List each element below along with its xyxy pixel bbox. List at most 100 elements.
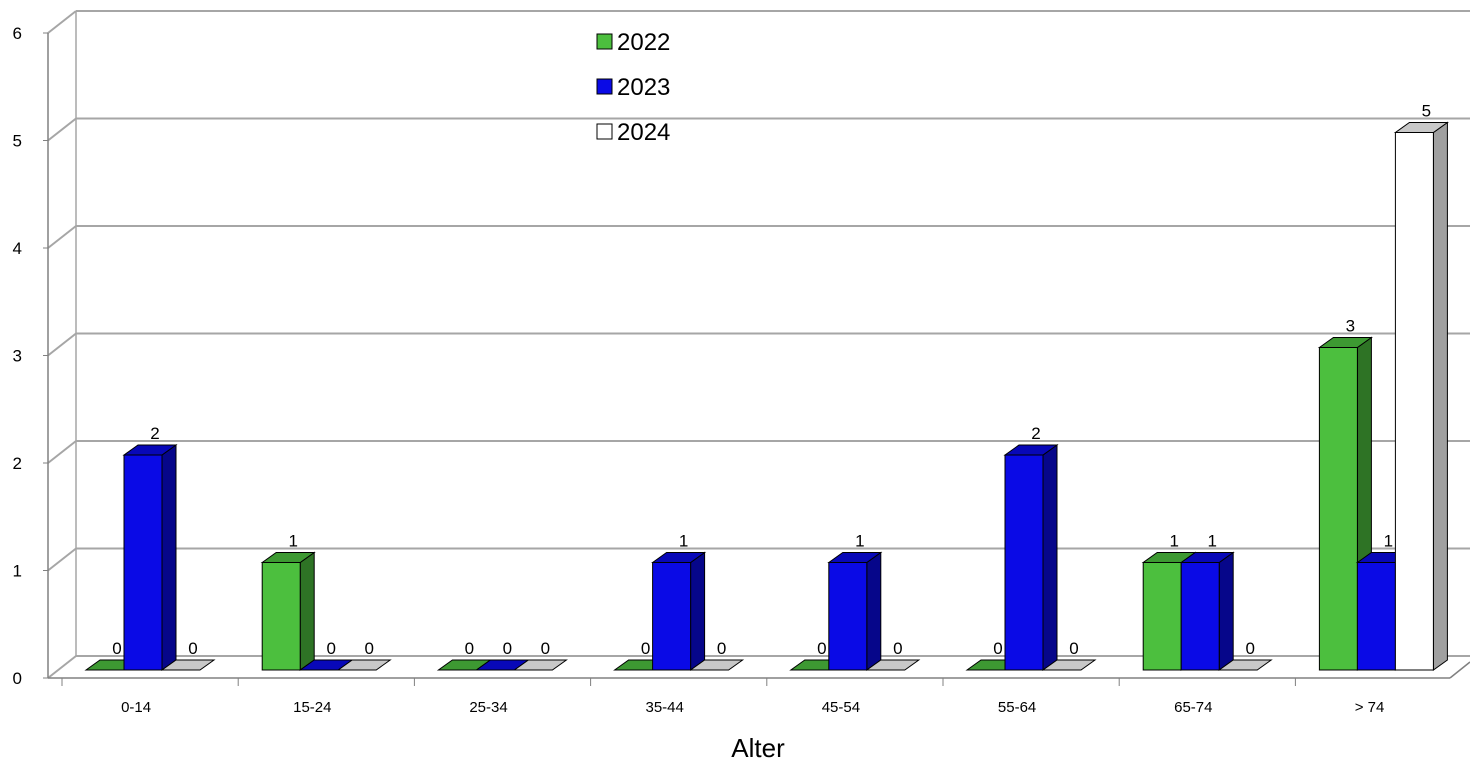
y-tick-label-0: 0 bbox=[13, 669, 22, 688]
data-label-2022-1: 1 bbox=[288, 532, 297, 551]
bar-2023-0 bbox=[122, 444, 178, 671]
x-tick-label-6: 65-74 bbox=[1174, 699, 1212, 716]
bar-front bbox=[1356, 562, 1396, 671]
data-label-2023-4: 1 bbox=[855, 532, 864, 551]
bar-front bbox=[1180, 562, 1220, 671]
bar-front bbox=[828, 562, 868, 671]
bar-2024-4 bbox=[865, 659, 921, 671]
gridlines bbox=[47, 10, 1470, 679]
y-tick-label-3: 3 bbox=[13, 347, 22, 366]
x-axis-corner bbox=[1449, 661, 1470, 679]
bar-front bbox=[1318, 347, 1358, 671]
y-tick-label-4: 4 bbox=[13, 239, 22, 258]
bars bbox=[84, 121, 1449, 671]
legend-swatch-2023 bbox=[596, 78, 613, 95]
bar-top bbox=[689, 659, 745, 671]
bar-2024-2 bbox=[512, 659, 568, 671]
data-label-2023-1: 0 bbox=[326, 639, 335, 658]
bar-top bbox=[865, 659, 921, 671]
legend: 2022 2023 2024 bbox=[596, 29, 670, 146]
bar-2022-7 bbox=[1317, 336, 1373, 671]
bar-2024-1 bbox=[336, 659, 392, 671]
y-tick-label-2: 2 bbox=[13, 454, 22, 473]
bar-front bbox=[261, 562, 301, 671]
bar-2023-6 bbox=[1179, 551, 1235, 671]
bar-side bbox=[299, 551, 315, 671]
bar-side bbox=[1432, 121, 1448, 671]
data-label-2023-6: 1 bbox=[1207, 532, 1216, 551]
data-label-2024-6: 0 bbox=[1245, 639, 1254, 658]
data-label-2024-7: 5 bbox=[1422, 102, 1431, 121]
bar-top bbox=[827, 552, 883, 563]
bar-front bbox=[1142, 562, 1182, 671]
data-label-2024-5: 0 bbox=[1069, 639, 1078, 658]
data-label-2024-2: 0 bbox=[541, 639, 550, 658]
bar-side bbox=[866, 551, 882, 671]
legend-swatch-2022 bbox=[596, 33, 613, 50]
bar-2023-3 bbox=[651, 551, 707, 671]
bar-front bbox=[123, 454, 163, 671]
bar-top bbox=[1179, 552, 1235, 563]
legend-label-2024: 2024 bbox=[617, 119, 670, 146]
x-tick-label-3: 35-44 bbox=[646, 699, 684, 716]
data-labels: 0 2 0 1 0 0 0 0 0 0 1 0 0 1 0 0 2 0 1 1 0 3 1 5 bbox=[112, 102, 1431, 659]
bar-2022-1 bbox=[260, 551, 316, 671]
gridline-side-0 bbox=[47, 655, 77, 679]
bar-2023-4 bbox=[827, 551, 883, 671]
bar-top bbox=[1217, 659, 1273, 671]
data-label-2023-7: 1 bbox=[1384, 532, 1393, 551]
gridline-side-3 bbox=[47, 332, 77, 357]
gridline-side-5 bbox=[47, 117, 77, 142]
bar-front bbox=[1004, 454, 1044, 671]
bar-2024-5 bbox=[1041, 659, 1097, 671]
legend-label-2023: 2023 bbox=[617, 74, 670, 101]
gridline-side-1 bbox=[47, 547, 77, 572]
bar-2024-6 bbox=[1217, 659, 1273, 671]
data-label-2024-4: 0 bbox=[893, 639, 902, 658]
gridline-side-4 bbox=[47, 225, 77, 249]
legend-label-2022: 2022 bbox=[617, 29, 670, 56]
bar-front bbox=[1394, 132, 1434, 671]
data-label-2024-1: 0 bbox=[364, 639, 373, 658]
data-label-2023-0: 2 bbox=[150, 424, 159, 443]
data-label-2023-3: 1 bbox=[679, 532, 688, 551]
bar-top bbox=[122, 444, 178, 456]
data-label-2022-4: 0 bbox=[817, 639, 826, 658]
bar-top bbox=[336, 659, 392, 671]
bar-2024-3 bbox=[689, 659, 745, 671]
data-label-2022-7: 3 bbox=[1346, 317, 1355, 336]
data-label-2022-5: 0 bbox=[993, 639, 1002, 658]
data-label-2023-2: 0 bbox=[503, 639, 512, 658]
y-tick-label-1: 1 bbox=[13, 562, 22, 581]
data-label-2022-6: 1 bbox=[1169, 532, 1178, 551]
gridline-side-6 bbox=[47, 10, 77, 34]
y-tick-label-5: 5 bbox=[13, 132, 22, 151]
x-axis-title: Alter bbox=[731, 733, 785, 763]
data-label-2024-0: 0 bbox=[188, 639, 197, 658]
bar-side bbox=[1042, 444, 1058, 671]
bar-top bbox=[1317, 337, 1373, 348]
bar-side bbox=[1218, 551, 1234, 671]
x-tick-label-7: > 74 bbox=[1355, 699, 1385, 716]
bar-top bbox=[1393, 122, 1449, 133]
legend-swatch-2024 bbox=[596, 123, 613, 140]
data-label-2022-3: 0 bbox=[641, 639, 650, 658]
bar-top bbox=[1003, 444, 1059, 456]
x-tick-label-1: 15-24 bbox=[293, 699, 331, 716]
x-tick-label-2: 25-34 bbox=[469, 699, 507, 716]
bar-side bbox=[690, 551, 706, 671]
x-tick-label-4: 45-54 bbox=[822, 699, 860, 716]
bar-top bbox=[651, 552, 707, 563]
bar-top bbox=[512, 659, 568, 671]
bar-top bbox=[260, 552, 316, 563]
axes: 0 1 2 3 4 5 6 0-14 15-24 25-34 35-44 45-54 55-64 65-7… bbox=[13, 11, 1470, 716]
bar-2023-5 bbox=[1003, 444, 1059, 671]
bar-top bbox=[1041, 659, 1097, 671]
gridline-side-2 bbox=[47, 440, 77, 464]
x-tick-label-5: 55-64 bbox=[998, 699, 1036, 716]
data-label-2022-2: 0 bbox=[465, 639, 474, 658]
bar-2024-7 bbox=[1393, 121, 1449, 671]
bar-front bbox=[652, 562, 692, 671]
bar-2024-0 bbox=[160, 659, 216, 671]
